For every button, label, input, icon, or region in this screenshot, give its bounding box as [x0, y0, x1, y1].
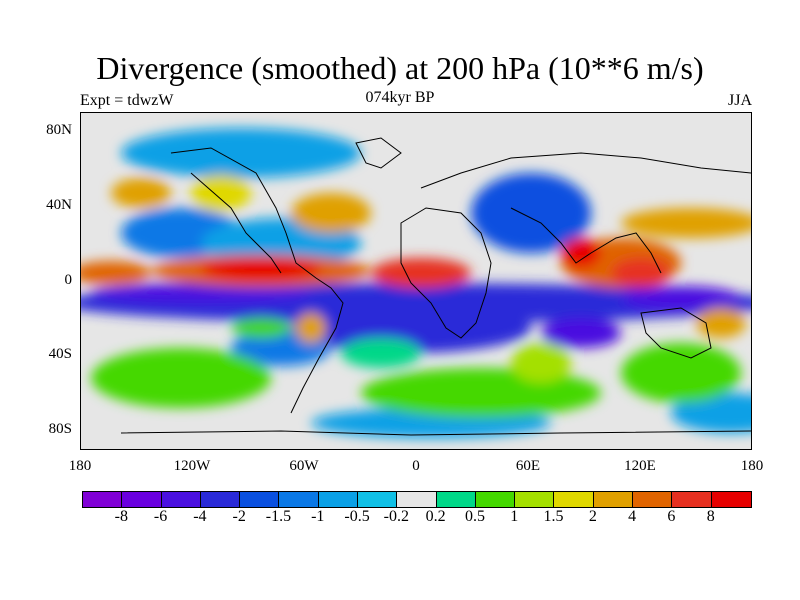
colorbar-label: 0.5	[464, 508, 485, 525]
colorbar-swatch	[475, 492, 516, 507]
lat-label-eq: 0	[64, 272, 73, 288]
colorbar	[82, 491, 752, 508]
map-field	[81, 128, 751, 438]
colorbar-label: -1.5	[265, 508, 292, 525]
lon-label-120e: 120E	[624, 458, 656, 474]
colorbar-label: 0.2	[425, 508, 446, 525]
colorbar-swatch	[711, 492, 751, 507]
coastlines	[120, 137, 751, 436]
colorbar-swatch	[593, 492, 633, 507]
lon-label-120w: 120W	[173, 458, 211, 474]
lat-label-80n: 80N	[46, 122, 72, 138]
colorbar-swatch	[83, 492, 123, 507]
colorbar-label: 4	[628, 508, 637, 525]
colorbar-swatch	[200, 492, 241, 507]
lon-label-180e: 180	[740, 458, 764, 474]
colorbar-swatch	[161, 492, 201, 507]
experiment-label: Expt = tdwzW	[80, 92, 174, 109]
colorbar-label: -1	[311, 508, 325, 525]
chart-title: Divergence (smoothed) at 200 hPa (10**6 …	[96, 50, 704, 86]
colorbar-label: -2	[232, 508, 246, 525]
lon-label-60w: 60W	[289, 458, 319, 474]
lon-label-60e: 60E	[515, 458, 541, 474]
colorbar-label: -0.2	[383, 508, 409, 525]
colorbar-swatch	[357, 492, 398, 507]
colorbar-swatch	[318, 492, 358, 507]
colorbar-label: -6	[153, 508, 168, 525]
colorbar-label: 1.5	[543, 508, 564, 525]
colorbar-label: -8	[114, 508, 128, 525]
time-label: 074kyr BP	[365, 89, 435, 106]
lon-label-0: 0	[412, 458, 420, 474]
colorbar-label: 1	[510, 508, 519, 525]
colorbar-swatch	[436, 492, 476, 507]
colorbar-label: 6	[667, 508, 676, 525]
colorbar-label: -0.5	[344, 508, 370, 525]
colorbar-swatch	[279, 492, 319, 507]
colorbar-swatch	[515, 492, 555, 507]
colorbar-swatch	[672, 492, 712, 507]
divergence-map	[80, 112, 752, 450]
season-label: JJA	[727, 92, 752, 109]
lat-label-40s: 40S	[48, 346, 72, 362]
lat-label-40n: 40N	[46, 197, 72, 213]
colorbar-label: 8	[706, 508, 715, 525]
colorbar-swatch	[554, 492, 594, 507]
lon-label-180w: 180	[68, 458, 92, 474]
colorbar-swatch	[122, 492, 162, 507]
colorbar-swatch	[397, 492, 437, 507]
colorbar-label: -4	[193, 508, 207, 525]
colorbar-label: 2	[588, 508, 597, 525]
divergence-field	[81, 128, 751, 438]
colorbar-swatch	[632, 492, 673, 507]
colorbar-swatch	[240, 492, 280, 507]
lat-label-80s: 80S	[48, 421, 72, 437]
